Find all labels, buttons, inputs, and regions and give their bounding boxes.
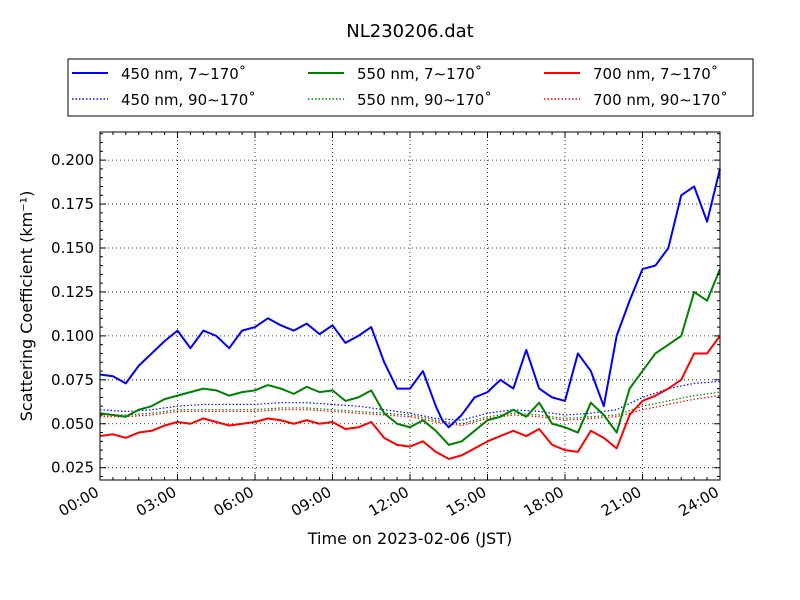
legend-label: 700 nm, 7∼170˚ (593, 65, 718, 83)
legend-label: 450 nm, 90∼170˚ (121, 91, 256, 109)
y-tick-label: 0.100 (51, 327, 94, 345)
x-tick-label: 21:00 (598, 483, 644, 520)
y-tick-label: 0.050 (51, 415, 94, 433)
series-layer (99, 168, 721, 460)
x-tick-label: 09:00 (288, 483, 334, 520)
y-tick-labels: 0.025 0.050 0.075 0.100 0.125 0.150 0.175 0.200 (51, 151, 94, 477)
y-tick-label: 0.075 (51, 371, 94, 389)
x-tick-label: 15:00 (443, 483, 489, 520)
series-line-4 (99, 335, 721, 460)
x-tick-label: 24:00 (676, 483, 722, 520)
legend-label: 700 nm, 90∼170˚ (593, 91, 728, 109)
y-axis-label: Scattering Coefficient (km⁻¹) (17, 191, 36, 422)
y-tick-label: 0.200 (51, 151, 94, 169)
chart-title: NL230206.dat (346, 21, 473, 42)
x-tick-label: 06:00 (211, 483, 257, 520)
series-line-2 (99, 268, 721, 446)
legend-label: 550 nm, 90∼170˚ (357, 91, 492, 109)
y-tick-label: 0.025 (51, 459, 94, 477)
axis-ticks (99, 132, 721, 480)
x-tick-label: 00:00 (56, 483, 102, 520)
y-tick-label: 0.125 (51, 283, 94, 301)
y-tick-label: 0.150 (51, 239, 94, 257)
legend: 450 nm, 7∼170˚ 450 nm, 90∼170˚ 550 nm, 7∼1… (67, 58, 754, 117)
x-tick-label: 18:00 (521, 483, 567, 520)
legend-label: 450 nm, 7∼170˚ (121, 65, 246, 83)
series-line-0 (99, 168, 721, 429)
x-axis-label: Time on 2023-02-06 (JST) (307, 529, 512, 548)
x-tick-label: 03:00 (133, 483, 179, 520)
x-tick-labels: 00:00 03:00 06:00 09:00 12:00 15:00 18:00 21:00… (56, 483, 722, 520)
x-tick-label: 12:00 (366, 483, 412, 520)
legend-box (67, 58, 754, 117)
y-tick-label: 0.175 (51, 195, 94, 213)
legend-label: 550 nm, 7∼170˚ (357, 65, 482, 83)
